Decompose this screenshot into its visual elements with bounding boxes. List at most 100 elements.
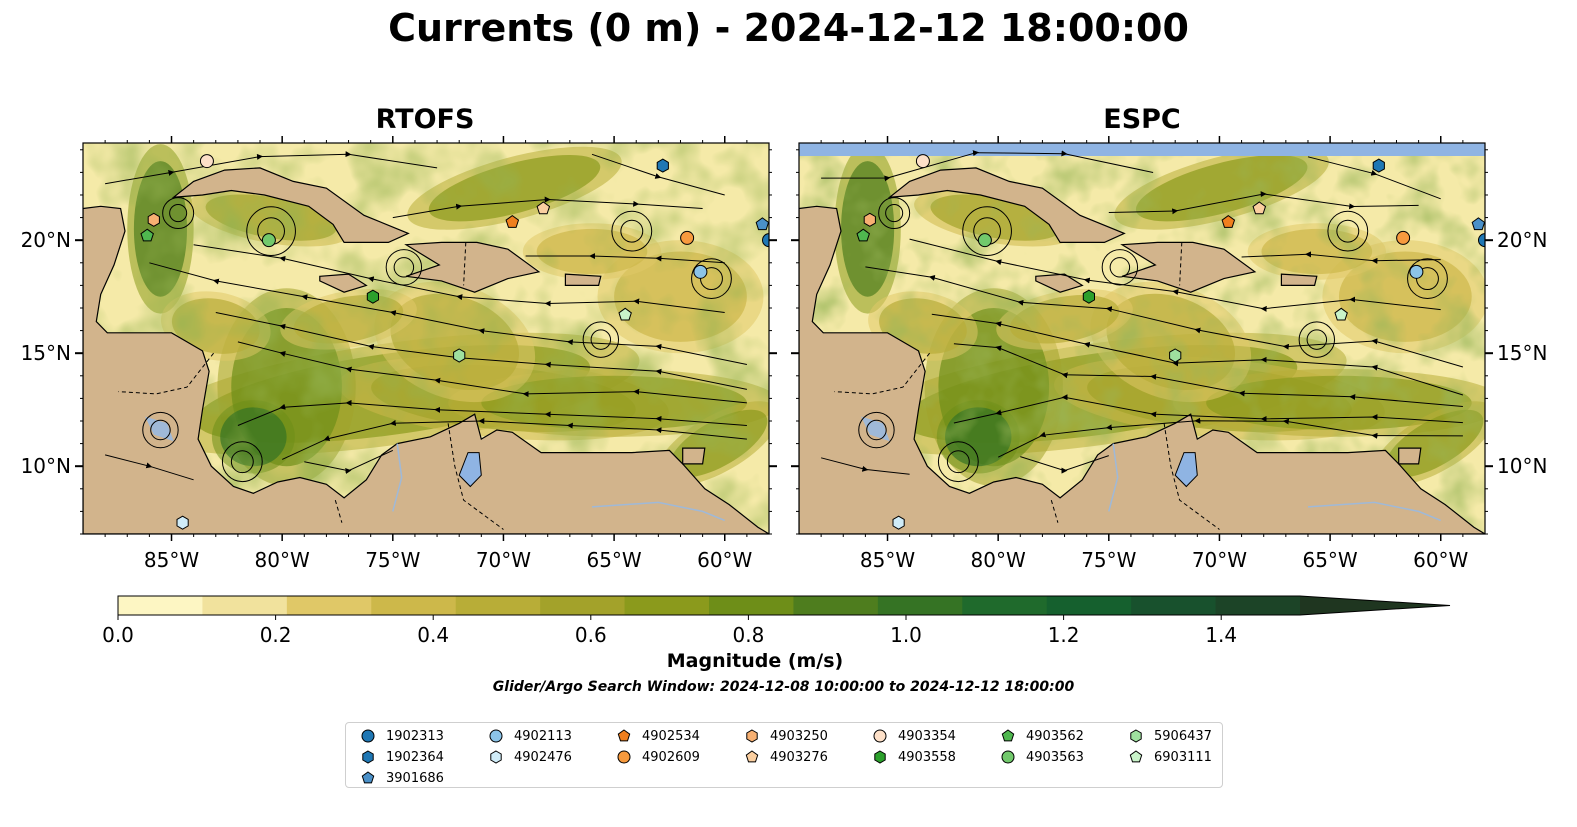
- legend-marker: [1001, 750, 1015, 764]
- x-tick-label: 80°W: [255, 548, 310, 572]
- colorbar-tick-label: 0.4: [417, 623, 449, 647]
- country-border: [1050, 499, 1059, 523]
- float-1902364: [656, 158, 669, 173]
- colorbar-segment: [624, 596, 710, 615]
- streamline-eddy: [246, 206, 296, 256]
- streamline: [953, 394, 1463, 424]
- float-4903563: [261, 233, 276, 248]
- legend-marker: [361, 771, 375, 784]
- legend-item: 4902113: [488, 727, 572, 745]
- legend-label: 1902364: [386, 749, 444, 765]
- land-puertorico: [1280, 273, 1318, 286]
- figure-title: Currents (0 m) - 2024-12-12 18:00:00: [388, 6, 1189, 50]
- float-4903276: [536, 201, 551, 215]
- float-4903563: [977, 233, 992, 248]
- streamline-eddy: [385, 249, 423, 286]
- circle-marker-icon: [873, 729, 887, 743]
- legend-label: 4903558: [898, 749, 956, 765]
- colorbar-tick-label: 0.0: [102, 623, 134, 647]
- legend-label: 4902476: [514, 749, 572, 765]
- hexagon-marker-icon: [874, 750, 886, 764]
- streamline-eddy: [620, 219, 644, 243]
- legend-item: 1902313: [360, 727, 444, 745]
- streamline: [1108, 191, 1419, 215]
- x-tick-label: 85°W: [144, 548, 199, 572]
- hexagon-marker-icon: [746, 729, 758, 743]
- streamline: [820, 457, 910, 475]
- colorbar-segment: [877, 596, 963, 615]
- streamline-eddy: [691, 258, 732, 300]
- float-5906437: [453, 348, 466, 363]
- legend-item: 1902364: [360, 748, 444, 766]
- float-4902476: [892, 515, 905, 530]
- country-border: [834, 352, 930, 395]
- pentagon-marker-icon: [617, 729, 631, 742]
- colorbar: 0.0 0.2 0.4 0.6 0.8 1.0 1.2 1.4: [102, 595, 1451, 647]
- x-tick-label: 75°W: [365, 548, 420, 572]
- streamline-eddy: [937, 441, 979, 483]
- search-window-note: Glider/Argo Search Window: 2024-12-08 10…: [492, 679, 1075, 695]
- streamline: [281, 418, 747, 460]
- legend-item: 4902534: [616, 727, 700, 745]
- map-panel-espc: 85°W 80°W 75°W 70°W 65°W 60°W 10°N 15°N 20°N: [791, 136, 1547, 572]
- legend-marker: [1001, 729, 1015, 742]
- streamline-eddy: [230, 450, 254, 474]
- lake-nicaragua: [861, 416, 890, 442]
- streamline-eddy: [858, 411, 895, 449]
- streamline: [1020, 455, 1109, 474]
- legend-label: 4903562: [1026, 728, 1084, 744]
- land-puertorico: [564, 273, 602, 286]
- colorbar-outline: [117, 595, 1451, 616]
- streamline-eddy: [590, 329, 612, 350]
- float-3901686: [1471, 217, 1485, 231]
- streamline-eddy: [169, 204, 188, 223]
- streamline-eddy: [1298, 321, 1336, 358]
- float-4903558: [1082, 289, 1095, 304]
- streamline-eddy: [393, 257, 415, 278]
- legend-marker: [874, 750, 886, 764]
- streamline-eddy: [1327, 210, 1369, 252]
- streamline: [149, 262, 748, 365]
- streamline-eddy: [582, 321, 620, 358]
- map-frame: [798, 142, 1486, 535]
- colorbar-tick-label: 0.6: [575, 623, 607, 647]
- legend-marker: [1130, 729, 1142, 743]
- legend-marker: [873, 729, 887, 743]
- colorbar-segment: [709, 596, 794, 615]
- float-4903276: [1252, 201, 1267, 215]
- x-tick-label: 60°W: [1413, 548, 1468, 572]
- colorbar-segment: [540, 596, 626, 615]
- streamline: [591, 153, 725, 196]
- river: [591, 501, 725, 522]
- float-6903111: [618, 307, 632, 321]
- land-trinidad: [1398, 447, 1422, 465]
- legend-marker: [617, 729, 631, 742]
- streamline: [997, 417, 1463, 458]
- float-4903562: [140, 228, 154, 242]
- float-3901686: [755, 217, 769, 231]
- streamline-eddy: [162, 197, 195, 230]
- circle-marker-icon: [1001, 750, 1015, 764]
- legend-item: 4903250: [744, 727, 828, 745]
- float-1902313: [1478, 233, 1485, 248]
- legend-label: 1902313: [386, 728, 444, 744]
- colorbar-segment: [455, 596, 541, 615]
- streamline-eddy: [611, 210, 653, 252]
- map-panel-rtofs: 85°W 80°W 75°W 70°W 65°W 60°W 10°N 15°N 20°N: [21, 136, 777, 572]
- legend-label: 4903563: [1026, 749, 1084, 765]
- float-4902534: [1221, 214, 1236, 228]
- country-border: [118, 352, 214, 395]
- lake-maracaibo: [1174, 452, 1198, 488]
- float-5906437: [1169, 348, 1182, 363]
- streamline: [105, 151, 438, 185]
- x-tick-label: 70°W: [1192, 548, 1247, 572]
- streamline-eddy: [946, 450, 970, 474]
- x-tick-label: 60°W: [697, 548, 752, 572]
- country-border: [1163, 423, 1220, 530]
- colorbar-segment: [962, 596, 1048, 615]
- lake-nicaragua: [145, 416, 174, 442]
- streamline-eddy: [1407, 258, 1448, 300]
- circle-marker-icon: [489, 729, 503, 743]
- float-1902313: [762, 233, 769, 248]
- streamline-eddy: [962, 206, 1012, 256]
